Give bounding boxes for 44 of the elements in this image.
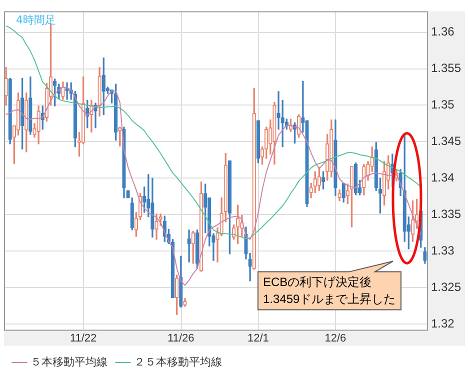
annotation: 4時間足 [16,14,56,27]
candlestick [272,102,276,165]
candlestick [4,67,8,106]
candlestick [183,298,187,307]
candlestick [321,171,326,190]
x-tick-label: 12/1 [247,332,269,344]
candlestick [228,160,232,254]
legend-label: ５本移動平均線 [30,356,108,369]
candlestick [118,126,122,146]
candlestick [317,166,322,191]
y-tick-label: 1.34 [430,170,455,184]
candlestick [154,214,158,240]
y-tick-label: 1.355 [430,61,462,76]
candlestick [276,91,280,130]
candlestick [203,184,208,234]
y-tick-label: 1.32 [430,316,455,330]
candlestick [36,106,40,144]
candlestick [65,82,69,100]
y-tick-label: 1.325 [430,280,462,294]
x-tick-label: 12/6 [324,332,346,344]
candlestick [423,247,427,264]
candlestick [334,120,338,196]
annotation: ECBの利下げ決定後 1.3459ドルまで上昇した [262,274,396,308]
y-tick-label: 1.335 [430,206,462,221]
candlestick [61,82,65,100]
candlestick [28,76,32,135]
x-tick-label: 11/26 [168,332,194,344]
candlestick [309,182,313,198]
candlestick [53,78,57,106]
candlestick [236,204,240,244]
x-tick-label: 11/22 [70,332,97,344]
candlestick [256,120,260,164]
candlestick [187,230,191,262]
candlestick [130,198,134,230]
candlestick [175,274,179,315]
y-tick-label: 1.33 [430,243,455,258]
y-tick-label: 1.36 [430,24,455,39]
candlestick [338,189,342,202]
candlestick [98,67,102,117]
y-tick-label: 1.35 [430,98,455,112]
y-tick-label: 1.345 [430,134,462,148]
candlestick [195,230,200,269]
candlestick [362,164,366,196]
legend-label: ２５本移動平均線 [134,356,222,369]
